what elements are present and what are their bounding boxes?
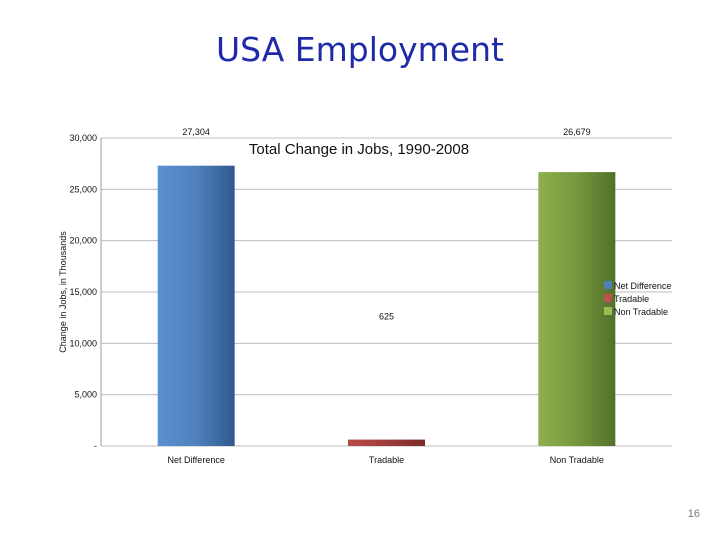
- y-tick-label: -: [94, 441, 97, 451]
- bar-net-difference: [157, 165, 235, 446]
- data-label: 26,679: [563, 127, 591, 137]
- x-tick-label: Tradable: [369, 455, 404, 465]
- bar-tradable: [348, 439, 425, 446]
- legend-swatch: [604, 294, 612, 302]
- slide-title: USA Employment: [216, 30, 504, 69]
- bar-non-tradable: [538, 172, 616, 447]
- y-axis-ticks: - 5,000 10,000 15,000 20,000 25,000 30,000: [69, 133, 97, 451]
- x-tick-label: Net Difference: [167, 455, 224, 465]
- legend: Net Difference Tradable Non Tradable: [604, 281, 671, 317]
- x-axis-ticks: Net Difference Tradable Non Tradable: [167, 455, 603, 465]
- bars: [157, 165, 616, 447]
- legend-label: Tradable: [614, 294, 649, 304]
- x-tick-label: Non Tradable: [550, 455, 604, 465]
- legend-label: Non Tradable: [614, 307, 668, 317]
- chart-title: Total Change in Jobs, 1990-2008: [249, 141, 469, 158]
- y-tick-label: 15,000: [69, 287, 97, 297]
- y-axis-label: Change in Jobs, in Thousands: [58, 231, 68, 353]
- y-tick-label: 25,000: [69, 184, 97, 194]
- page-number: 16: [687, 508, 700, 520]
- legend-swatch: [604, 307, 612, 315]
- y-tick-label: 20,000: [69, 236, 97, 246]
- data-labels: 27,304 625 26,679: [182, 127, 590, 322]
- legend-label: Net Difference: [614, 281, 671, 291]
- y-tick-label: 10,000: [69, 338, 97, 348]
- legend-swatch: [604, 281, 612, 289]
- data-label: 27,304: [182, 127, 210, 137]
- y-tick-label: 30,000: [69, 133, 97, 143]
- y-tick-label: 5,000: [74, 390, 97, 400]
- data-label: 625: [379, 312, 394, 322]
